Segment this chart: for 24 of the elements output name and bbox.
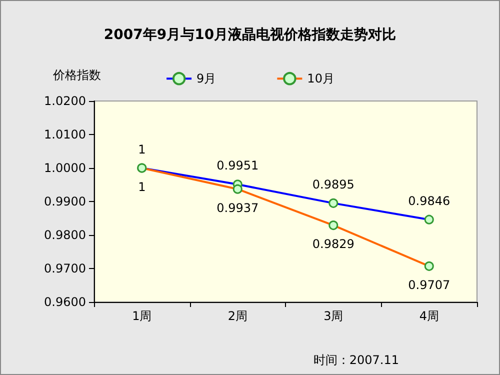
x-tick-label: 2周 (228, 309, 248, 323)
x-tick-label: 3周 (324, 309, 344, 323)
data-label: 0.9707 (408, 278, 450, 292)
x-tick-label: 1周 (132, 309, 152, 323)
y-tick-label: 1.0000 (44, 161, 86, 175)
data-label: 0.9951 (216, 158, 259, 173)
y-tick-label: 0.9700 (44, 262, 86, 276)
chart-title: 2007年9月与10月液晶电视价格指数走势对比 (104, 26, 396, 43)
data-label: 1 (138, 180, 146, 194)
y-tick-label: 0.9900 (44, 194, 86, 208)
data-label: 0.9895 (312, 177, 354, 192)
data-label: 0.9846 (408, 194, 450, 208)
text: 时间：2007.11 (313, 353, 399, 367)
data-label: 1 (138, 142, 146, 156)
y-tick-label: 0.9600 (44, 295, 86, 309)
y-tick-label: 1.0100 (44, 128, 86, 142)
legend-label: 9月 (196, 72, 216, 86)
y-axis-title: 价格指数 (52, 68, 101, 82)
legend-label: 10月 (307, 72, 334, 86)
y-tick-label: 0.9800 (44, 228, 86, 242)
data-label: 0.9829 (312, 237, 354, 252)
y-tick-label: 1.0200 (44, 94, 86, 108)
data-label: 0.9937 (216, 200, 259, 215)
x-tick-label: 4周 (419, 309, 439, 323)
